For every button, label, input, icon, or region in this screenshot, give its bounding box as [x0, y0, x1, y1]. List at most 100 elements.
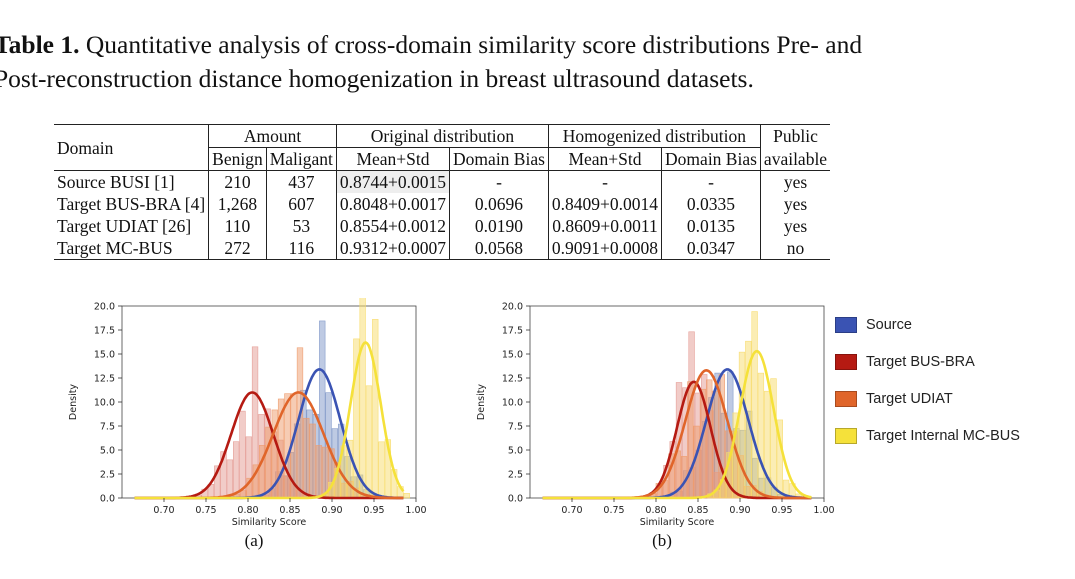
header-malignant: Maligant	[265, 147, 337, 171]
y-axis-label: Density	[68, 384, 79, 420]
y-tick-label: 5.0	[508, 446, 523, 457]
histogram-bar	[751, 311, 758, 499]
x-tick-label: 0.80	[237, 505, 258, 516]
histogram-bar	[403, 493, 410, 499]
y-tick-label: 20.0	[502, 302, 523, 313]
legend-item: Target BUS-BRA	[835, 349, 1070, 374]
y-tick-label: 15.0	[94, 350, 115, 361]
cell-original-bias: 0.0190	[449, 215, 549, 237]
header-original: Original distribution	[335, 124, 549, 148]
y-tick-label: 17.5	[94, 326, 115, 337]
results-table: Domain Amount Original distribution Homo…	[54, 124, 831, 260]
cell-original-bias: -	[449, 170, 549, 193]
y-tick-label: 0.0	[100, 494, 115, 505]
x-tick-label: 0.75	[195, 505, 216, 516]
histogram-bar	[738, 351, 746, 499]
y-tick-label: 12.5	[502, 374, 523, 385]
cell-benign: 110	[208, 215, 267, 237]
y-tick-label: 15.0	[502, 350, 523, 361]
cell-original-mean: 0.8744+0.0015	[335, 170, 450, 193]
header-benign: Benign	[208, 147, 267, 171]
cell-malignant: 116	[265, 237, 337, 260]
x-tick-label: 0.75	[603, 505, 624, 516]
caption-line1: Quantitative analysis of cross-domain si…	[79, 30, 863, 59]
legend-swatch	[835, 353, 857, 370]
cell-original-mean: 0.8048+0.0017	[335, 193, 450, 215]
subfigure-label: (b)	[652, 531, 672, 550]
histogram-bar	[303, 417, 310, 499]
legend-label: Source	[866, 316, 912, 333]
cell-public: yes	[759, 215, 831, 237]
cell-original-bias: 0.0696	[449, 193, 549, 215]
table-row: Source BUSI [1] 210 437 0.8744+0.0015 - …	[54, 170, 831, 193]
histogram-bar	[706, 379, 713, 499]
x-axis-label: Similarity Score	[640, 517, 715, 528]
cell-public: yes	[759, 170, 831, 193]
legend-label: Target UDIAT	[866, 390, 953, 407]
cell-benign: 1,268	[208, 193, 267, 215]
density-chart-a: 0.70 0.75 0.80 0.85 0.90 0.95 1.00 0.0 2.5 5.0 7.5…	[68, 298, 427, 550]
x-tick-label: 0.90	[729, 505, 750, 516]
cell-domain: Target MC-BUS	[54, 237, 209, 260]
x-axis-label: Similarity Score	[232, 517, 307, 528]
y-tick-label: 2.5	[508, 470, 523, 481]
x-tick-label: 0.85	[687, 505, 708, 516]
legend-label: Target BUS-BRA	[866, 353, 975, 370]
histogram-bar	[309, 423, 316, 499]
y-tick-label: 12.5	[94, 374, 115, 385]
legend-item: Source	[835, 312, 1070, 337]
table-caption: Table 1. Quantitative analysis of cross-…	[0, 28, 1075, 96]
y-axis-label: Density	[476, 384, 487, 420]
header-public: Public	[759, 124, 831, 148]
kde-curve-3	[134, 341, 405, 500]
subfigure-label: (a)	[245, 531, 264, 550]
caption-label: Table 1.	[0, 30, 80, 59]
x-tick-label: 0.95	[771, 505, 792, 516]
cell-original-mean: 0.9312+0.0007	[335, 237, 450, 260]
legend-item: Target UDIAT	[835, 386, 1070, 411]
x-tick-label: 0.80	[645, 505, 666, 516]
x-tick-label: 1.00	[405, 505, 426, 516]
cell-domain: Source BUSI [1]	[57, 172, 175, 192]
cell-homog-mean: 0.8409+0.0014	[547, 193, 662, 215]
table-row: Target MC-BUS 272 116 0.9312+0.0007 0.05…	[54, 237, 831, 260]
header-bias-original: Domain Bias	[449, 147, 549, 171]
histogram-bar	[233, 441, 240, 499]
header-domain: Domain	[54, 124, 209, 171]
table-row: Target UDIAT [26] 110 53 0.8554+0.0012 0…	[54, 215, 831, 237]
cell-homog-mean: 0.8609+0.0011	[547, 215, 662, 237]
histogram-bar	[378, 441, 385, 499]
y-tick-label: 7.5	[508, 422, 523, 433]
cell-homog-bias: 0.0135	[661, 215, 761, 237]
kde-curve-3	[542, 349, 812, 500]
histogram-bar	[372, 319, 379, 499]
density-chart-b: 0.70 0.75 0.80 0.85 0.90 0.95 1.00 0.0 2.5 5.0 7.5…	[476, 302, 835, 551]
cell-public: yes	[759, 193, 831, 215]
histogram-bar	[239, 410, 246, 499]
y-tick-label: 0.0	[508, 494, 523, 505]
cell-homog-bias: 0.0335	[661, 193, 761, 215]
cell-malignant: 53	[265, 215, 337, 237]
cell-public: no	[759, 237, 831, 260]
x-tick-label: 1.00	[813, 505, 834, 516]
header-available: available	[759, 147, 831, 171]
x-tick-label: 0.70	[561, 505, 582, 516]
header-homogenized: Homogenized distribution	[547, 124, 761, 148]
x-tick-label: 0.85	[279, 505, 300, 516]
cell-original-mean: 0.8554+0.0012	[335, 215, 450, 237]
y-tick-label: 7.5	[100, 422, 115, 433]
y-tick-label: 20.0	[94, 302, 115, 313]
cell-malignant: 607	[265, 193, 337, 215]
y-tick-label: 2.5	[100, 470, 115, 481]
y-tick-label: 10.0	[94, 398, 115, 409]
header-mean-original: Mean+Std	[335, 147, 450, 171]
histogram-bar	[226, 459, 233, 499]
histogram-bar	[726, 452, 733, 499]
cell-homog-bias: 0.0347	[661, 237, 761, 260]
cell-domain: Target BUS-BRA [4]	[57, 194, 206, 214]
legend-swatch	[835, 316, 857, 333]
y-tick-label: 5.0	[100, 446, 115, 457]
cell-benign: 210	[208, 170, 267, 193]
x-tick-label: 0.95	[363, 505, 384, 516]
table-row: Target BUS-BRA [4] 1,268 607 0.8048+0.00…	[54, 193, 831, 215]
